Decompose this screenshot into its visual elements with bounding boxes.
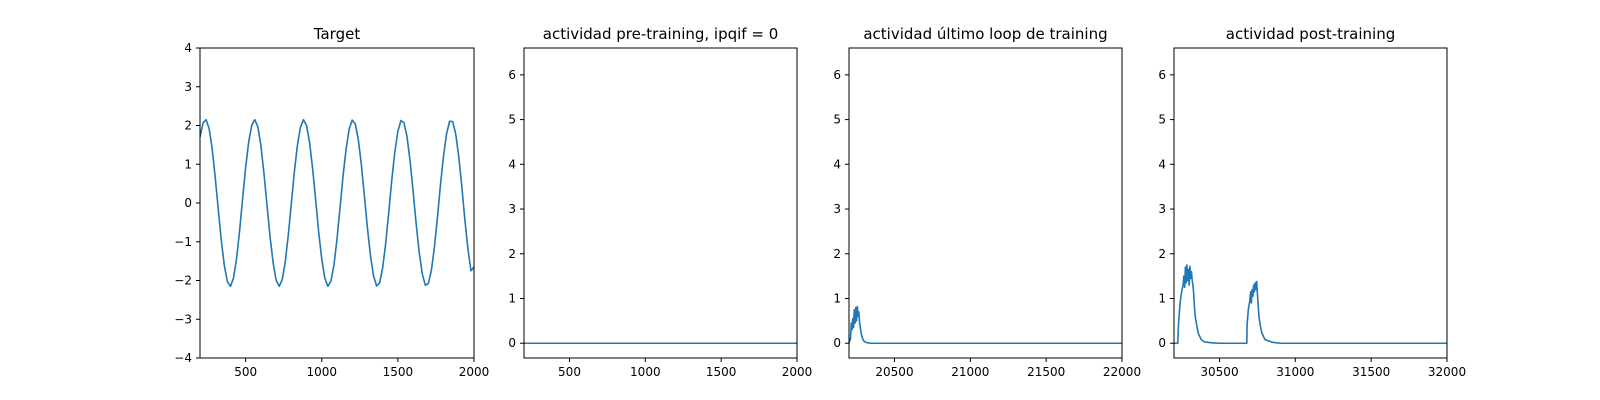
y-tick-label: −2 (174, 274, 192, 288)
y-tick-label: 0 (1158, 336, 1166, 350)
subplot-title: actividad último loop de training (863, 25, 1107, 43)
x-tick-label: 2000 (459, 365, 490, 379)
y-tick-label: 4 (508, 157, 516, 171)
y-tick-label: −1 (174, 235, 192, 249)
y-tick-label: 0 (833, 336, 841, 350)
x-tick-label: 20500 (875, 365, 913, 379)
x-tick-label: 1000 (307, 365, 338, 379)
subplot-title: actividad post-training (1226, 25, 1395, 43)
x-tick-label: 31000 (1276, 365, 1314, 379)
x-tick-label: 1000 (630, 365, 661, 379)
y-tick-label: 1 (184, 157, 192, 171)
y-tick-label: 6 (833, 68, 841, 82)
series-line (849, 305, 1122, 345)
y-tick-label: 4 (1158, 157, 1166, 171)
axes-frame (1173, 47, 1448, 359)
subplot-1: Target 500 1000 1500 2000 −4 −3 −2 −1 0 1 2 3 4 (174, 25, 489, 379)
x-tick-label: 30500 (1200, 365, 1238, 379)
x-tick-label: 32000 (1428, 365, 1466, 379)
y-tick-label: 5 (833, 113, 841, 127)
x-tick-label: 22000 (1103, 365, 1141, 379)
y-tick-label: 2 (184, 119, 192, 133)
y-tick-label: 3 (508, 202, 516, 216)
y-tick-label: 4 (184, 41, 192, 55)
series-line (200, 118, 474, 288)
y-tick-label: 6 (1158, 68, 1166, 82)
y-tick-label: 3 (184, 80, 192, 94)
y-tick-label: 1 (1158, 292, 1166, 306)
x-tick-label: 1500 (706, 365, 737, 379)
axes-frame (848, 47, 1123, 359)
y-tick-label: 0 (184, 196, 192, 210)
x-tick-label: 500 (558, 365, 581, 379)
y-tick-label: 1 (833, 292, 841, 306)
y-tick-label: 3 (1158, 202, 1166, 216)
x-tick-label: 2000 (782, 365, 813, 379)
y-tick-label: 5 (1158, 113, 1166, 127)
y-tick-label: −3 (174, 312, 192, 326)
series-line (1174, 264, 1447, 345)
y-tick-label: 6 (508, 68, 516, 82)
y-tick-label: 4 (833, 157, 841, 171)
x-tick-label: 21500 (1027, 365, 1065, 379)
subplot-2: actividad pre-training, ipqif = 0 500 1000… (508, 25, 812, 379)
axes-frame (523, 47, 798, 359)
x-tick-label: 31500 (1352, 365, 1390, 379)
subplot-title: actividad pre-training, ipqif = 0 (543, 25, 779, 43)
x-tick-label: 1500 (383, 365, 414, 379)
x-tick-label: 21000 (951, 365, 989, 379)
y-tick-label: 2 (833, 247, 841, 261)
y-tick-label: 3 (833, 202, 841, 216)
y-tick-label: −4 (174, 351, 192, 365)
y-tick-label: 0 (508, 336, 516, 350)
y-tick-label: 2 (508, 247, 516, 261)
y-tick-label: 1 (508, 292, 516, 306)
y-tick-label: 5 (508, 113, 516, 127)
subplot-title: Target (313, 25, 361, 43)
y-tick-label: 2 (1158, 247, 1166, 261)
x-tick-label: 500 (234, 365, 257, 379)
